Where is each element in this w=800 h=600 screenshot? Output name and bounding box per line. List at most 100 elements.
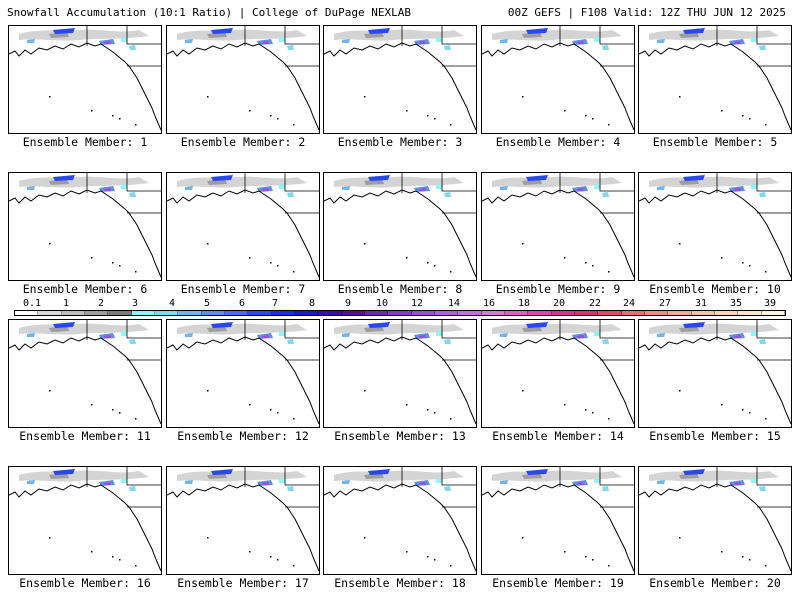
ensemble-member-map xyxy=(481,25,635,134)
ensemble-member-label: Ensemble Member: 16 xyxy=(19,576,151,590)
colorbar-swatch xyxy=(434,311,459,315)
colorbar-swatch xyxy=(131,311,155,315)
snowfall-map xyxy=(167,173,319,278)
snowfall-map xyxy=(639,173,791,278)
snowfall-map xyxy=(167,467,319,572)
snowfall-map xyxy=(639,467,791,572)
colorbar-swatch xyxy=(61,311,85,315)
ensemble-member-map xyxy=(8,25,162,134)
colorbar-tick-label: 1 xyxy=(62,298,70,309)
ensemble-member-label: Ensemble Member: 20 xyxy=(649,576,781,590)
snowfall-map xyxy=(9,173,161,278)
ensemble-member-map xyxy=(323,25,477,134)
colorbar-swatch xyxy=(84,311,109,315)
snowfall-map xyxy=(482,26,634,131)
colorbar-swatch xyxy=(364,311,389,315)
colorbar-tick-label: 10 xyxy=(375,298,389,309)
colorbar-tick-label: 9 xyxy=(344,298,352,309)
ensemble-member-label: Ensemble Member: 10 xyxy=(649,282,781,296)
colorbar-swatch xyxy=(15,311,39,315)
ensemble-member-map xyxy=(481,466,635,575)
ensemble-member-map xyxy=(323,319,477,428)
colorbar-tick-label: 22 xyxy=(588,298,602,309)
ensemble-member-map xyxy=(8,319,162,428)
colorbar-swatch xyxy=(504,311,529,315)
colorbar-swatch xyxy=(38,311,62,315)
snowfall-map xyxy=(9,26,161,131)
colorbar-tick-label: 24 xyxy=(622,298,636,309)
colorbar-swatch xyxy=(644,311,669,315)
colorbar-swatch xyxy=(481,311,505,315)
ensemble-member-map xyxy=(166,172,320,281)
colorbar-tick-label: 14 xyxy=(447,298,461,309)
colorbar-tick-label: 3 xyxy=(131,298,139,309)
colorbar-tick-label: 20 xyxy=(552,298,566,309)
ensemble-member-label: Ensemble Member: 14 xyxy=(492,429,624,443)
map-title: Snowfall Accumulation (10:1 Ratio) | Col… xyxy=(7,6,411,19)
ensemble-member-map xyxy=(481,172,635,281)
snowfall-map xyxy=(9,320,161,425)
ensemble-member-label: Ensemble Member: 1 xyxy=(22,135,148,149)
ensemble-member-label: Ensemble Member: 11 xyxy=(19,429,151,443)
colorbar-tick-label: 27 xyxy=(658,298,672,309)
snowfall-map xyxy=(324,173,476,278)
colorbar-tick-label: 0.1 xyxy=(22,298,42,309)
colorbar-tick-label: 6 xyxy=(238,298,246,309)
colorbar-swatch xyxy=(248,311,272,315)
colorbar-swatch xyxy=(411,311,435,315)
colorbar-swatch xyxy=(154,311,179,315)
colorbar-tick-label: 4 xyxy=(168,298,176,309)
ensemble-member-map xyxy=(481,319,635,428)
colorbar-swatch xyxy=(108,311,132,315)
colorbar-swatch xyxy=(341,311,365,315)
colorbar-swatch xyxy=(714,311,739,315)
ensemble-member-map xyxy=(323,466,477,575)
snowfall-map xyxy=(639,320,791,425)
colorbar-swatch xyxy=(388,311,412,315)
colorbar-swatches xyxy=(14,310,786,316)
ensemble-member-label: Ensemble Member: 3 xyxy=(337,135,463,149)
ensemble-member-map xyxy=(638,25,792,134)
snowfall-map xyxy=(9,467,161,572)
ensemble-member-map xyxy=(8,172,162,281)
ensemble-member-label: Ensemble Member: 17 xyxy=(177,576,309,590)
colorbar-swatch xyxy=(318,311,342,315)
ensemble-member-label: Ensemble Member: 18 xyxy=(334,576,466,590)
ensemble-member-map xyxy=(638,319,792,428)
ensemble-member-label: Ensemble Member: 12 xyxy=(177,429,309,443)
colorbar-tick-label: 2 xyxy=(97,298,105,309)
colorbar-swatch xyxy=(621,311,645,315)
ensemble-member-map xyxy=(8,466,162,575)
ensemble-member-map xyxy=(166,25,320,134)
colorbar-swatch xyxy=(178,311,202,315)
colorbar-tick-label: 39 xyxy=(763,298,777,309)
colorbar-swatch xyxy=(458,311,482,315)
ensemble-member-label: Ensemble Member: 8 xyxy=(337,282,463,296)
colorbar-swatch xyxy=(201,311,225,315)
ensemble-member-label: Ensemble Member: 5 xyxy=(652,135,778,149)
snowfall-map xyxy=(482,467,634,572)
ensemble-member-map xyxy=(638,466,792,575)
ensemble-member-map xyxy=(638,172,792,281)
colorbar-swatch xyxy=(551,311,575,315)
colorbar-tick-label: 35 xyxy=(729,298,743,309)
ensemble-member-label: Ensemble Member: 15 xyxy=(649,429,781,443)
ensemble-member-label: Ensemble Member: 9 xyxy=(495,282,621,296)
snowfall-map xyxy=(482,320,634,425)
colorbar-swatch xyxy=(271,311,295,315)
colorbar-tick-label: 7 xyxy=(271,298,279,309)
forecast-valid-time: 00Z GEFS | F108 Valid: 12Z THU JUN 12 20… xyxy=(507,6,786,19)
colorbar-swatch xyxy=(691,311,715,315)
ensemble-member-map xyxy=(166,466,320,575)
colorbar-swatch xyxy=(528,311,552,315)
colorbar-swatch xyxy=(294,311,319,315)
colorbar-tick-label: 5 xyxy=(203,298,211,309)
colorbar-swatch xyxy=(738,311,762,315)
ensemble-member-label: Ensemble Member: 6 xyxy=(22,282,148,296)
colorbar-swatch xyxy=(668,311,692,315)
ensemble-member-label: Ensemble Member: 19 xyxy=(492,576,624,590)
colorbar-swatch xyxy=(224,311,249,315)
snowfall-colorbar: 0.1 1 2 3 4 5 6 7 8 9 10 12 14 16 18 20 22 24 27 31 35 39 xyxy=(14,298,786,318)
snowfall-map xyxy=(167,26,319,131)
ensemble-member-label: Ensemble Member: 2 xyxy=(180,135,306,149)
